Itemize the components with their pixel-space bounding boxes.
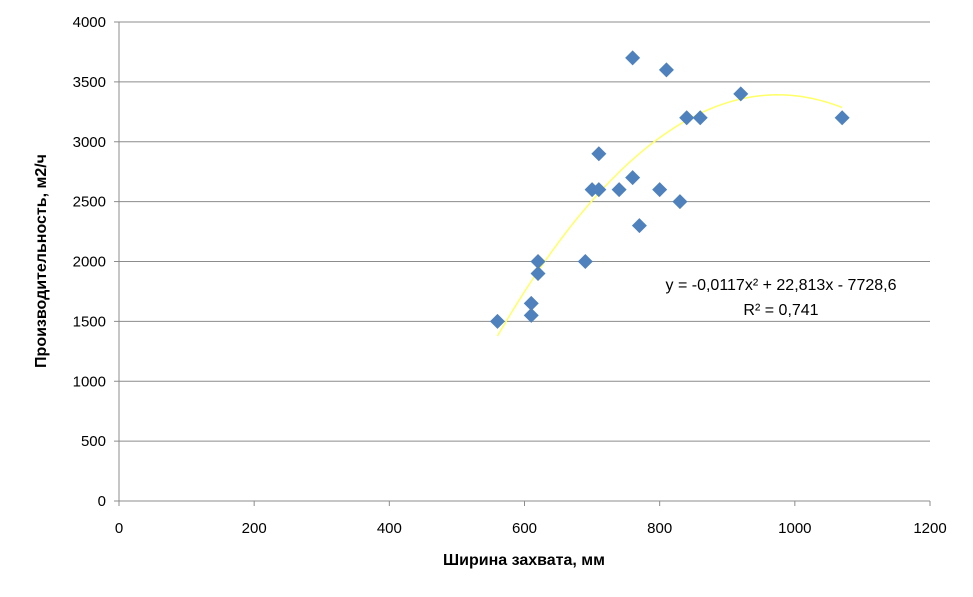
- data-point-marker: [523, 307, 539, 323]
- y-tick-label: 2500: [73, 194, 106, 211]
- data-point-marker: [577, 254, 593, 269]
- x-tick-label: 400: [377, 520, 402, 537]
- y-tick-label: 3000: [73, 134, 106, 151]
- y-tick-label: 0: [98, 493, 106, 510]
- y-tick-label: 2000: [73, 254, 106, 271]
- trendline-r-squared: R² = 0,741: [743, 302, 818, 319]
- y-tick-label: 4000: [73, 14, 106, 31]
- y-tick-label: 1000: [73, 373, 106, 390]
- x-tick-label: 1200: [913, 520, 946, 537]
- data-point-marker: [591, 146, 607, 162]
- x-tick-label: 0: [115, 520, 123, 537]
- data-point-marker: [625, 170, 641, 186]
- y-axis-title: Производительность, м2/ч: [33, 154, 50, 368]
- data-point-marker: [631, 218, 647, 234]
- x-tick-label: 800: [647, 520, 672, 537]
- data-point-marker: [834, 110, 850, 126]
- x-tick-label: 600: [512, 520, 537, 537]
- data-point-marker: [733, 86, 749, 102]
- x-tick-label: 200: [242, 520, 267, 537]
- data-point-marker: [611, 182, 627, 198]
- y-tick-label: 3500: [73, 74, 106, 91]
- data-point-marker: [672, 194, 688, 210]
- y-tick-label: 1500: [73, 313, 106, 330]
- data-point-marker: [591, 182, 607, 198]
- x-tick-labels: 0 200 400 600 800 1000 1200: [115, 501, 947, 537]
- data-point-marker: [523, 295, 539, 311]
- trendline-equation: y = -0,0117x² + 22,813x - 7728,6: [666, 277, 897, 294]
- data-point-marker: [652, 182, 668, 198]
- data-point-marker: [530, 265, 546, 281]
- x-tick-label: 1000: [778, 520, 811, 537]
- data-point-marker: [489, 313, 505, 329]
- data-point-marker: [679, 110, 695, 126]
- x-axis-title: Ширина захвата, мм: [443, 552, 605, 569]
- y-tick-labels: 0 500 1000 1500 2000 2500 3000 3500 4000: [73, 14, 119, 510]
- data-point-marker: [658, 62, 674, 78]
- data-point-marker: [625, 50, 641, 66]
- data-points: [489, 50, 850, 329]
- trendline: [496, 94, 843, 337]
- y-tick-label: 500: [81, 433, 106, 450]
- data-point-marker: [692, 110, 708, 126]
- gridlines: [119, 21, 930, 442]
- data-point-marker: [530, 254, 546, 269]
